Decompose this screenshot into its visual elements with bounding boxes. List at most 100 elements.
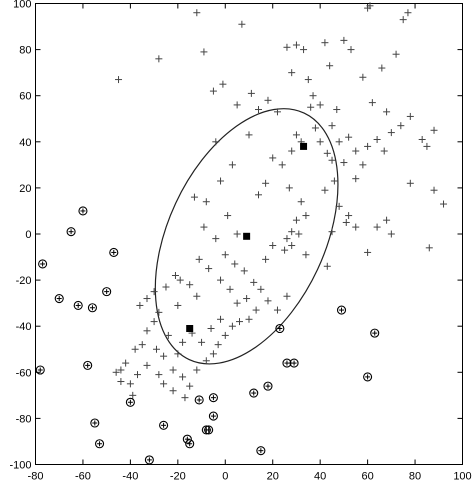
plus-point: [392, 50, 400, 58]
plus-point: [323, 149, 331, 157]
plus-point: [200, 48, 208, 56]
plus-point: [359, 161, 367, 169]
plus-point: [169, 387, 177, 395]
plus-point: [383, 216, 391, 224]
plus-point: [179, 338, 187, 346]
plus-point: [115, 76, 123, 84]
plus-point: [117, 366, 125, 374]
circled-plus-point: [263, 381, 273, 391]
plus-point: [174, 350, 182, 358]
plus-point: [160, 380, 168, 388]
circled-plus-point: [54, 293, 64, 304]
tick-labels: -80 -60 -40 -20 0 20 40 60 80 100-100-80-60-40-20…: [9, 0, 471, 483]
plus-point: [193, 9, 201, 17]
circled-plus-point: [73, 300, 83, 311]
plus-point: [228, 322, 236, 330]
plus-point: [126, 380, 134, 388]
plus-point: [262, 179, 270, 187]
circled-plus-point: [125, 397, 135, 407]
circled-plus-point: [83, 360, 93, 370]
square-point: [186, 325, 194, 333]
circled-plus-point: [370, 328, 380, 338]
plus-point: [186, 281, 194, 289]
y-tick-label: -60: [16, 367, 32, 379]
plus-point: [247, 89, 255, 97]
plus-point: [217, 315, 225, 323]
plus-point: [288, 228, 296, 236]
plus-point: [155, 55, 163, 63]
circled-plus-point: [208, 411, 218, 421]
circled-plus-point: [35, 365, 45, 375]
y-tick-label: 80: [19, 45, 31, 57]
circled-plus-point: [336, 305, 347, 315]
plus-point: [323, 262, 331, 270]
plus-point: [160, 352, 168, 360]
plus-point: [179, 373, 187, 381]
plus-point: [150, 288, 158, 296]
plus-point: [292, 131, 300, 139]
plus-point: [387, 129, 395, 137]
circled-plus-point: [185, 439, 195, 449]
plus-point: [200, 223, 208, 231]
plus-point: [264, 297, 272, 305]
y-tick-label: -40: [16, 321, 32, 333]
plus-point: [366, 2, 374, 10]
plus-point: [202, 357, 210, 365]
plus-point: [292, 216, 300, 224]
plus-point: [186, 382, 194, 390]
plus-point: [430, 126, 438, 134]
circled-plus-point: [95, 439, 105, 449]
plus-point: [250, 278, 258, 286]
circled-plus-point: [144, 455, 154, 465]
plus-point: [254, 106, 262, 114]
plus-point: [198, 338, 206, 346]
plus-point: [399, 16, 407, 24]
plus-point: [233, 299, 241, 307]
plus-point: [330, 177, 338, 185]
confidence-ellipse: [154, 108, 339, 365]
plus-point: [352, 175, 360, 183]
plus-point: [309, 92, 317, 100]
x-tick-label: 100: [453, 471, 471, 483]
plus-point: [295, 230, 303, 238]
plus-point: [155, 308, 163, 316]
y-tick-label: -80: [16, 413, 32, 425]
square-point: [243, 232, 251, 240]
plus-point: [430, 186, 438, 194]
plus-point: [136, 301, 144, 309]
plus-point: [134, 371, 142, 379]
circled-plus-point: [249, 388, 259, 398]
plus-point: [278, 161, 286, 169]
plus-point: [373, 223, 381, 231]
plus-point: [264, 96, 272, 104]
plus-point: [352, 223, 360, 231]
plus-point: [359, 73, 367, 81]
plus-point: [131, 345, 139, 353]
plus-point: [269, 242, 277, 250]
circled-plus-point: [289, 358, 299, 368]
plus-point: [273, 108, 281, 116]
x-tick-label: 0: [222, 471, 228, 483]
plus-point: [285, 184, 293, 192]
plus-point: [288, 147, 296, 155]
plus-point: [273, 306, 281, 314]
circled-plus-point: [204, 425, 214, 435]
plus-point: [326, 62, 334, 70]
plus-point: [321, 186, 329, 194]
plus-point: [283, 43, 291, 51]
circled-plus-point: [208, 393, 218, 403]
plus-point: [233, 230, 241, 238]
plus-point: [245, 315, 253, 323]
plus-point: [231, 260, 239, 268]
plus-point: [245, 131, 253, 139]
plus-point: [335, 138, 343, 146]
plus-point: [254, 191, 262, 199]
plus-point: [164, 331, 172, 339]
plus-point: [262, 255, 270, 263]
plus-point: [236, 318, 244, 326]
plus-point: [352, 147, 360, 155]
x-tick-label: 60: [361, 471, 373, 483]
plus-point: [202, 198, 210, 206]
plus-point: [209, 87, 217, 95]
x-tick-label: -20: [170, 471, 186, 483]
